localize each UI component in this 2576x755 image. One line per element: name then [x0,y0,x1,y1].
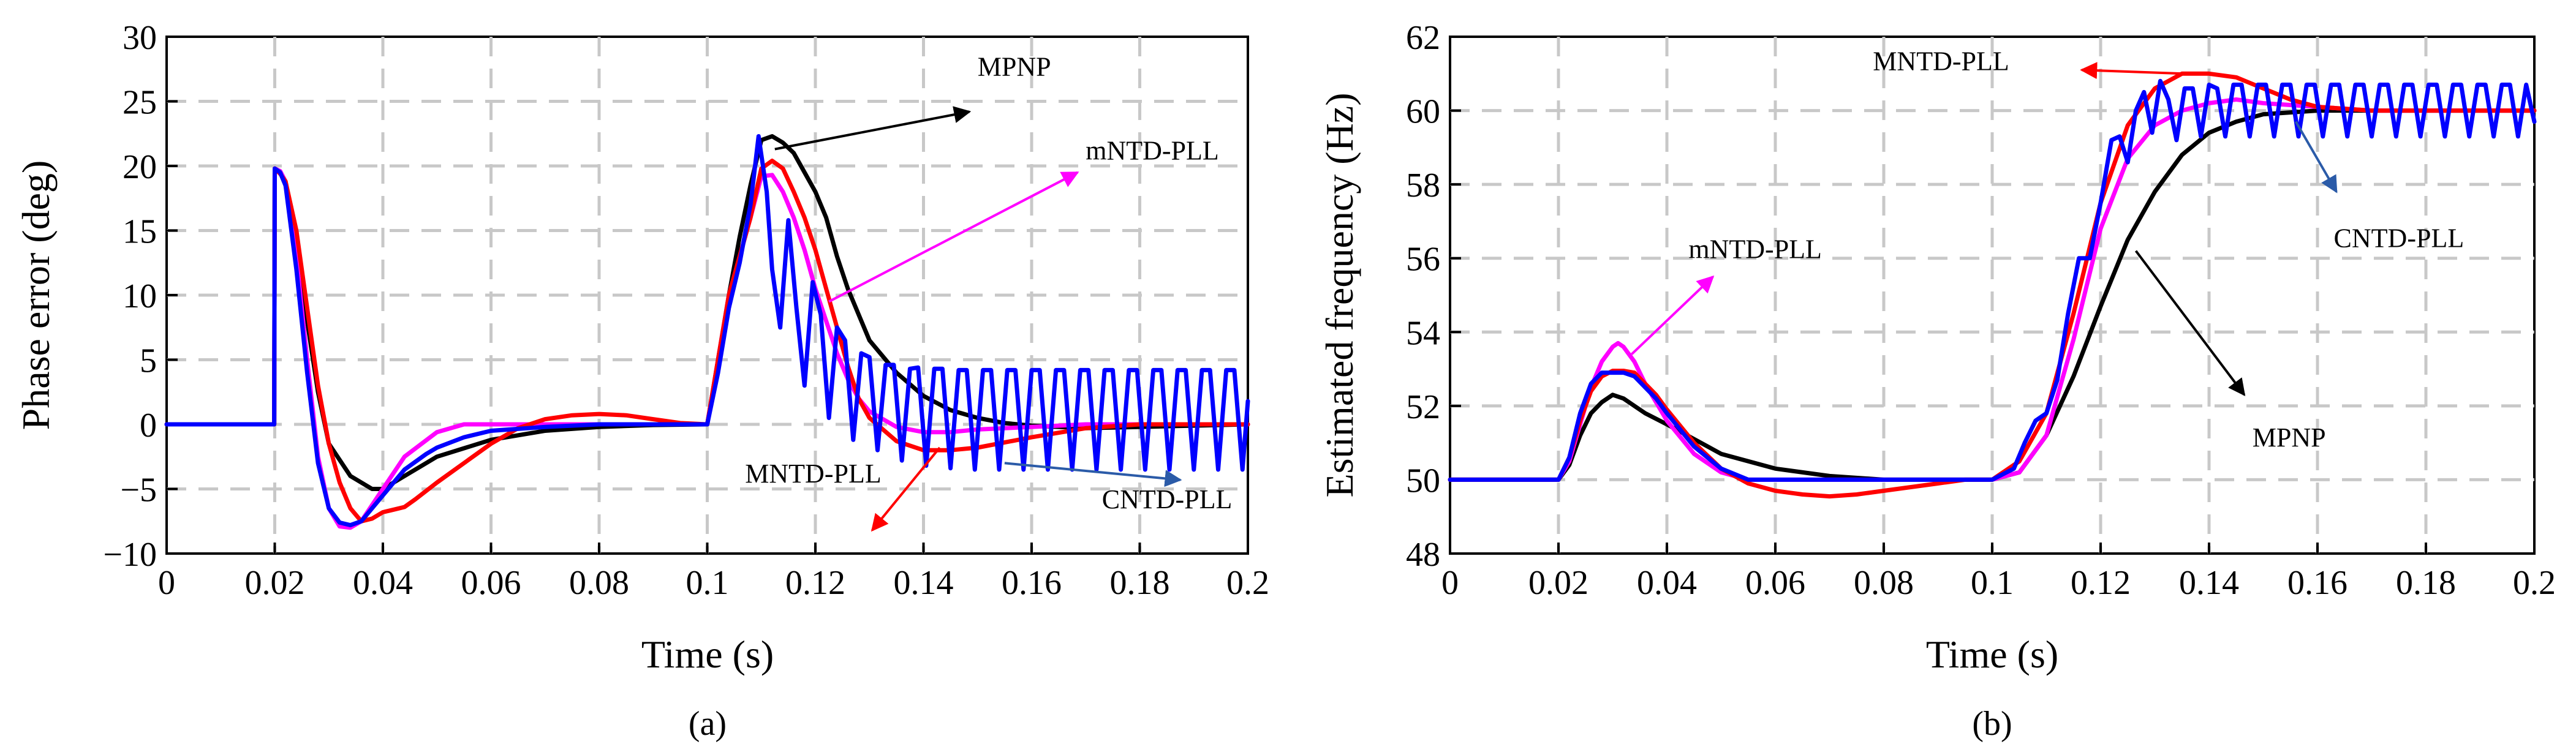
y-tick-label-b: 48 [1406,536,1440,574]
annotation-label-mntd-pll-b: MNTD-PLL [1873,46,2009,76]
x-tick-label-a: 0.14 [894,564,954,602]
x-tick-label-a: 0.2 [1226,564,1269,602]
y-tick-label-b: 52 [1406,388,1440,426]
chart-a: 0 0.02 0.04 0.06 0.08 0.1 0.12 0.14 0.16 0.18 0.2 −… [14,19,1269,743]
x-tick-label-b: 0 [1441,564,1459,602]
annotation-label-cntd-pll-a: CNTD-PLL [1102,484,1233,514]
x-tick-label-b: 0.14 [2179,564,2239,602]
series-line-mntd-pll-a [164,166,1250,530]
x-tick-label-a: 0.08 [569,564,629,602]
y-tick-label-b: 60 [1406,93,1440,131]
y-tick-label-a: 0 [140,407,157,445]
y-tick-label-a: 10 [123,277,157,315]
x-tick-label-a: 0.06 [461,564,521,602]
annotation-label-mpnp-a: MPNP [978,51,1051,81]
annotation-label-mntd-pll-b: mNTD-PLL [1688,235,1822,265]
ticks-b: 0 0.02 0.04 0.06 0.08 0.1 0.12 0.14 0.16 0.18 0.2 4… [1406,19,2556,602]
chart-b: 0 0.02 0.04 0.06 0.08 0.1 0.12 0.14 0.16 0.18 0.2 4… [1318,19,2556,743]
y-tick-label-a: 15 [123,213,157,251]
annotation-label-mntd-pll-a: mNTD-PLL [1086,135,1219,165]
annotation-arrow-mntd-pll-a [871,446,941,532]
x-tick-label-b: 0.18 [2396,564,2456,602]
annotations-b: MNTD-PLL mNTD-PLL CNTD-PLL MPNP [1631,46,2464,453]
caption-b: (b) [1972,705,2012,743]
annotation-label-mntd-pll-a: MNTD-PLL [745,459,881,489]
x-tick-label-b: 0.2 [2513,564,2556,602]
series-line-cntd-pll-a [164,134,1250,528]
y-tick-label-a: −10 [103,536,157,574]
x-tick-label-b: 0.02 [1528,564,1588,602]
x-tick-label-b: 0.04 [1637,564,1697,602]
ticks-a: 0 0.02 0.04 0.06 0.08 0.1 0.12 0.14 0.16 0.18 0.2 −… [103,19,1269,602]
x-tick-label-b: 0.16 [2287,564,2347,602]
x-tick-label-b: 0.12 [2071,564,2131,602]
x-axis-label-a: Time (s) [641,633,774,676]
annotations-a: MPNP mNTD-PLL MNTD-PLL CNTD-PLL [745,51,1233,532]
annotation-arrow-mntd-pll-b [1631,275,1715,355]
y-axis-label-a: Phase error (deg) [14,160,58,430]
y-tick-label-b: 58 [1406,167,1440,205]
y-tick-label-b: 62 [1406,19,1440,57]
y-tick-label-b: 50 [1406,462,1440,500]
y-tick-label-a: 5 [140,342,157,380]
x-tick-label-b: 0.1 [1971,564,2014,602]
annotation-label-mpnp-b: MPNP [2253,423,2326,453]
x-tick-label-a: 0.02 [245,564,305,602]
annotation-label-cntd-pll-b: CNTD-PLL [2334,223,2465,254]
y-tick-label-a: 25 [123,84,157,122]
y-tick-label-a: 30 [123,19,157,57]
annotation-arrow-cntd-pll-a [1004,462,1182,487]
series-line-cntd-pll-b [1448,78,2537,482]
y-axis-label-b: Estimated frequency (Hz) [1318,92,1361,497]
x-tick-label-a: 0.18 [1110,564,1170,602]
y-tick-label-b: 54 [1406,314,1440,352]
x-tick-label-a: 0.04 [353,564,413,602]
y-tick-label-a: −5 [120,471,157,509]
x-tick-label-a: 0 [158,564,175,602]
x-tick-label-a: 0.16 [1002,564,1062,602]
x-tick-label-a: 0.12 [785,564,845,602]
annotation-arrow-mpnp-b [2134,250,2246,397]
caption-a: (a) [689,705,727,743]
series-b [1448,71,2537,499]
x-axis-label-b: Time (s) [1926,633,2058,676]
x-tick-label-a: 0.1 [686,564,729,602]
series-a [164,134,1250,530]
x-tick-label-b: 0.08 [1854,564,1914,602]
annotation-arrow-cntd-pll-b [2294,121,2338,193]
annotation-arrow-mpnp-a [774,106,972,151]
grid-b [1450,37,2534,554]
y-tick-label-a: 20 [123,148,157,186]
x-tick-label-b: 0.06 [1745,564,1805,602]
annotation-arrow-mntd-pll-a [828,171,1079,303]
y-tick-label-b: 56 [1406,241,1440,279]
grid-a [167,37,1248,554]
annotation-arrow-mntd-pll-b [2080,62,2185,80]
